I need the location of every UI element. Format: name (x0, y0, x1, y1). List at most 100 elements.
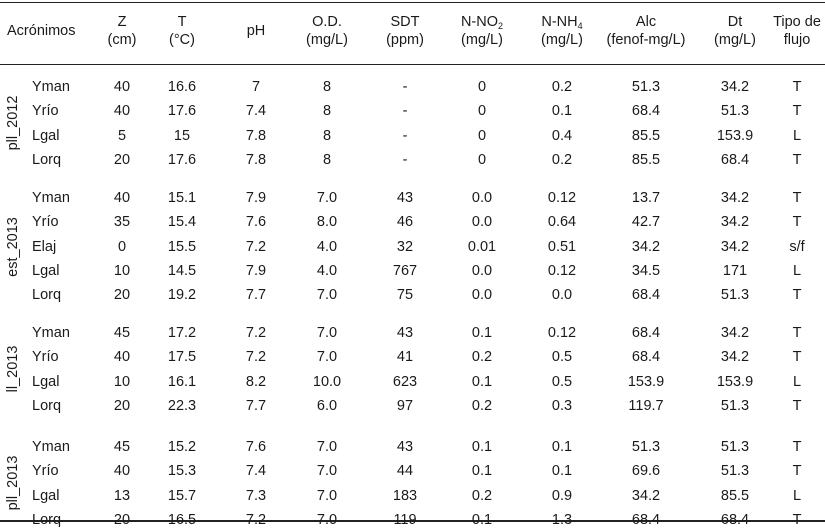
table-cell: 42.7 (631, 214, 661, 231)
table-cell: 7.4 (245, 103, 267, 120)
table-cell: 16.1 (167, 373, 197, 390)
table-cell: 183 (392, 487, 418, 504)
table-cell: 0.01 (467, 238, 497, 255)
table-cell: 68.4 (631, 325, 661, 341)
table-cell: 15.1 (167, 190, 197, 206)
table-cell: L (792, 127, 802, 144)
table-cell: 16.6 (167, 79, 197, 95)
table-cell: 0.1 (471, 373, 493, 390)
table-cell: 34.2 (720, 214, 750, 231)
table-cell: 17.2 (167, 325, 197, 341)
table-cell: 13 (113, 487, 131, 504)
table-cell: 0.5 (551, 349, 573, 366)
header-t-line-2: (°C) (169, 32, 195, 48)
table-cell: 7.8 (245, 127, 267, 144)
header-nno2-base: N-NO (460, 14, 499, 30)
table-cell: 40 (113, 349, 131, 366)
table-cell: 34.2 (720, 238, 750, 255)
header-sdt-line-1: SDT (390, 14, 420, 30)
table-cell: 40 (113, 463, 131, 480)
table-cell: 0 (477, 151, 487, 168)
table-cell: - (402, 103, 408, 120)
table-cell: 153.9 (716, 127, 754, 144)
table-cell: 8 (322, 79, 332, 95)
table-cell: 7 (251, 79, 261, 95)
row-acronym: Yman (32, 190, 70, 206)
table-cell: 0.12 (547, 325, 577, 341)
table-cell: 22.3 (167, 397, 197, 414)
table-cell: 8.2 (245, 373, 267, 390)
table-cell: 20 (113, 511, 131, 528)
table-cell: 7.3 (245, 487, 267, 504)
header-z-line-1: Z (117, 14, 127, 30)
table-cell: 32 (396, 238, 414, 255)
table-cell: 44 (396, 463, 414, 480)
table-cell: 40 (113, 79, 131, 95)
table-cell: 0.1 (551, 463, 573, 480)
table-cell: s/f (789, 238, 805, 255)
table-cell: 34.2 (631, 487, 661, 504)
header-nno2-subscript: 2 (498, 21, 504, 31)
header-nnh4-base: N-NH (541, 14, 578, 30)
table-cell: T (792, 439, 802, 455)
header-z: Z (cm) (62, 13, 182, 49)
header-alc: Alc (fenof-mg/L) (586, 13, 706, 49)
table-cell: 0.2 (471, 487, 493, 504)
header-ph-label: pH (246, 23, 266, 39)
table-cell: 17.6 (167, 151, 197, 168)
table-cell: 171 (722, 262, 748, 279)
table-cell: 68.4 (631, 511, 661, 528)
table-cell: 20 (113, 287, 131, 304)
table-cell: 0.12 (547, 190, 577, 206)
table-cell: 7.2 (245, 349, 267, 366)
header-alc-line-1: Alc (635, 14, 657, 30)
header-nno2-line-1: N-NO2 (422, 13, 542, 31)
header-nnh4-subscript: 4 (577, 21, 583, 31)
table-cell: 15 (173, 127, 191, 144)
table-cell: 7.6 (245, 214, 267, 231)
table-cell: 6.0 (316, 397, 338, 414)
group-label-ll_2013: ll_2013 (5, 346, 21, 393)
table-cell: T (792, 214, 802, 231)
header-t: T (°C) (122, 13, 242, 49)
table-cell: 0.2 (471, 397, 493, 414)
table-cell: 43 (396, 325, 414, 341)
row-acronym: Lgal (32, 487, 60, 504)
header-tipo-line-2: flujo (783, 32, 811, 48)
table-cell: 5 (117, 127, 127, 144)
table-cell: 0.4 (551, 127, 573, 144)
table-cell: T (792, 325, 802, 341)
table-cell: 75 (396, 287, 414, 304)
table-cell: 7.0 (316, 190, 338, 206)
table-cell: 7.2 (245, 238, 267, 255)
table-cell: 17.5 (167, 349, 197, 366)
table-cell: 43 (396, 190, 414, 206)
table-cell: 0.1 (551, 439, 573, 455)
row-acronym: Lgal (32, 127, 60, 144)
table-cell: 34.2 (720, 349, 750, 366)
table-cell: 43 (396, 439, 414, 455)
table-cell: T (792, 287, 802, 304)
table-cell: - (402, 151, 408, 168)
table-cell: 0.2 (471, 349, 493, 366)
table-cell: T (792, 190, 802, 206)
table-cell: 16.5 (167, 511, 197, 528)
table-cell: 4.0 (316, 238, 338, 255)
header-t-line-1: T (177, 14, 187, 30)
row-acronym: Lgal (32, 373, 60, 390)
table-cell: 34.2 (720, 325, 750, 341)
table-cell: 0.1 (471, 325, 493, 341)
header-acronimos: Acrónimos (7, 23, 76, 39)
table-cell: 7.0 (316, 349, 338, 366)
table-cell: 34.2 (720, 190, 750, 206)
table-cell: 85.5 (720, 487, 750, 504)
table-cell: 7.9 (245, 262, 267, 279)
row-acronym: Lorq (32, 511, 62, 528)
table-cell: - (402, 79, 408, 95)
header-dt-line-2: (mg/L) (714, 32, 756, 48)
table-cell: 7.7 (245, 397, 267, 414)
header-alc-line-2: (fenof-mg/L) (606, 32, 686, 48)
table-cell: 0.2 (551, 151, 573, 168)
row-acronym: Yman (32, 439, 70, 455)
table-cell: 40 (113, 103, 131, 120)
